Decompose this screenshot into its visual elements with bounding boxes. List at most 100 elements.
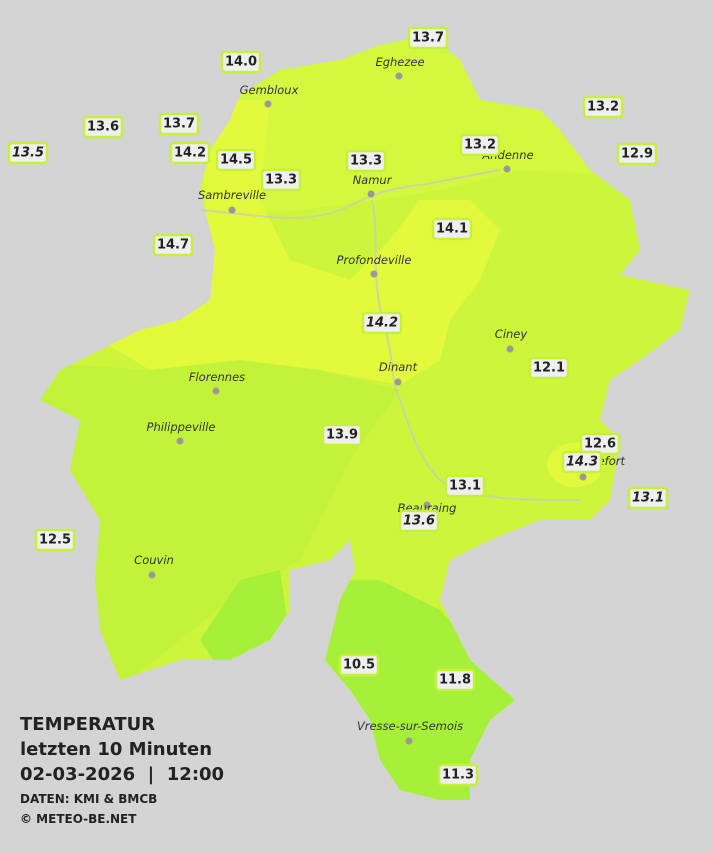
station: 10.5 [338, 653, 380, 677]
station: 13.1 [627, 486, 669, 510]
city-label: Philippeville [147, 420, 216, 434]
station-box [528, 356, 570, 380]
station-value: 10.5 [343, 658, 375, 673]
city-dot [395, 72, 403, 80]
legend-copyright: © METEO-BE.NET [20, 812, 137, 826]
legend-source: DATEN: KMI & BMCB [20, 792, 157, 806]
city-dot [503, 165, 511, 173]
station-value: 14.7 [157, 238, 189, 253]
city-label: Profondeville [337, 253, 412, 267]
station-value: 14.3 [566, 455, 598, 470]
city-dot [212, 387, 220, 395]
station-value: 13.2 [464, 138, 496, 153]
station-box [407, 26, 449, 50]
city-label: Namur [353, 173, 393, 187]
station-value: 11.8 [439, 673, 471, 688]
station-box [616, 142, 658, 166]
city-dot [264, 100, 272, 108]
station: 14.3 [561, 450, 603, 474]
station-box [561, 450, 603, 474]
city-dot [367, 190, 375, 198]
station-box [169, 141, 211, 165]
station: 13.6 [398, 509, 440, 533]
station-box [431, 217, 473, 241]
station-value: 12.6 [584, 437, 616, 452]
station: 14.5 [215, 148, 257, 172]
city-label: Florennes [189, 370, 245, 384]
station: 13.7 [158, 112, 200, 136]
legend-datetime: 02-03-2026 | 12:00 [20, 764, 224, 785]
city-label: Ciney [495, 327, 528, 341]
station-value: 14.5 [220, 153, 252, 168]
station-box [338, 653, 380, 677]
station-value: 13.7 [163, 117, 195, 132]
city-label: Eghezee [375, 55, 424, 69]
station-box [582, 95, 624, 119]
station: 13.5 [7, 141, 49, 165]
station-box [220, 50, 262, 74]
station-value: 11.3 [442, 768, 474, 783]
zone-west [40, 360, 400, 700]
station: 13.6 [82, 115, 124, 139]
station: 13.2 [459, 133, 501, 157]
city-dot [228, 206, 236, 214]
station: 12.1 [528, 356, 570, 380]
city-label: Sambreville [198, 188, 266, 202]
city-dot [506, 345, 514, 353]
station-box [398, 509, 440, 533]
station-value: 13.1 [632, 491, 664, 506]
station-box [434, 668, 476, 692]
station: 13.9 [321, 423, 363, 447]
zone-south [320, 580, 520, 800]
station-box [215, 148, 257, 172]
station-value: 13.9 [326, 428, 358, 443]
station: 12.5 [34, 528, 76, 552]
city-dot [579, 473, 587, 481]
station: 12.9 [616, 142, 658, 166]
station-value: 14.1 [436, 222, 468, 237]
station: 14.2 [169, 141, 211, 165]
station: 13.3 [345, 149, 387, 173]
station: 13.7 [407, 26, 449, 50]
city-label: Dinant [379, 360, 418, 374]
station: 13.3 [260, 168, 302, 192]
legend-period: letzten 10 Minuten [20, 739, 212, 760]
city-dot [394, 378, 402, 386]
station: 11.8 [434, 668, 476, 692]
city-dot [423, 501, 431, 509]
station: 13.2 [582, 95, 624, 119]
legend: TEMPERATUR letzten 10 Minuten 02-03-2026… [20, 714, 224, 826]
station-value: 12.1 [533, 361, 565, 376]
station-box [321, 423, 363, 447]
station-box [260, 168, 302, 192]
station-box [34, 528, 76, 552]
city-dot [176, 437, 184, 445]
legend-title: TEMPERATUR [20, 714, 155, 735]
station-box [459, 133, 501, 157]
station-value: 12.5 [39, 533, 71, 548]
station-value: 13.3 [265, 173, 297, 188]
station-value: 14.2 [174, 146, 206, 161]
station: 12.6 [579, 432, 621, 456]
city-label: Vresse-sur-Semois [357, 719, 463, 733]
station-value: 14.0 [225, 55, 257, 70]
station-value: 13.6 [87, 120, 119, 135]
city-label: Couvin [134, 553, 174, 567]
station-value: 13.6 [403, 514, 435, 529]
station-value: 13.2 [587, 100, 619, 115]
station: 14.0 [220, 50, 262, 74]
station-box [158, 112, 200, 136]
city-dot [405, 737, 413, 745]
city-dot [370, 270, 378, 278]
station: 14.7 [152, 233, 194, 257]
station: 14.1 [431, 217, 473, 241]
station-box [437, 763, 479, 787]
station-box [361, 311, 403, 335]
station: 13.1 [444, 474, 486, 498]
station-value: 13.1 [449, 479, 481, 494]
station-value: 12.9 [621, 147, 653, 162]
city-dot [148, 571, 156, 579]
station-box [627, 486, 669, 510]
station-box [444, 474, 486, 498]
